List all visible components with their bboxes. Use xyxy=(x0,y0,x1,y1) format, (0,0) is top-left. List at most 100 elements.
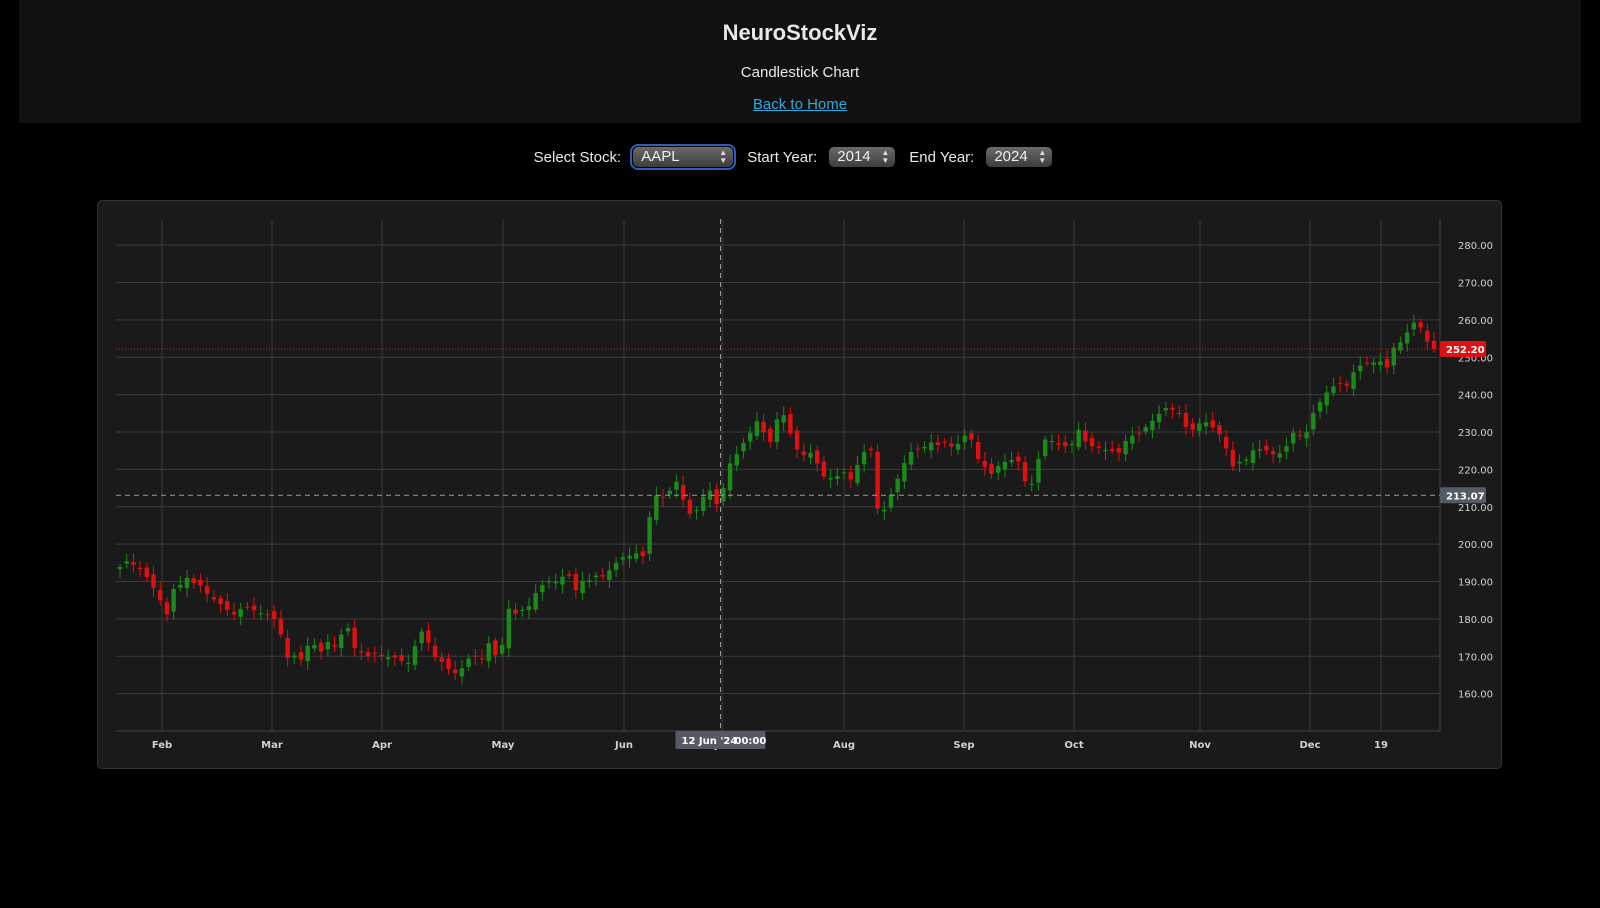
candle-body xyxy=(1257,449,1262,451)
x-tick-label: 19 xyxy=(1374,740,1388,751)
candle-body xyxy=(1163,408,1169,411)
candle-body xyxy=(815,450,820,464)
updown-arrows-icon: ▲ ▼ xyxy=(719,148,728,165)
candle-body xyxy=(1049,440,1055,442)
candle-body xyxy=(560,576,565,585)
candlestick-chart[interactable]: 160.00 170.00 180.00 190.00 200.00 210.00 220.… xyxy=(97,200,1502,769)
candle-body xyxy=(1297,435,1303,437)
last-price-label: 252.20 xyxy=(1446,345,1485,356)
candle-body xyxy=(855,464,860,483)
end-year-value: 2024 xyxy=(994,148,1028,165)
candle-body xyxy=(1016,456,1021,462)
candle-body xyxy=(1123,440,1128,455)
candle-body xyxy=(1284,446,1289,452)
chart-canvas[interactable]: 160.00 170.00 180.00 190.00 200.00 210.00 220.… xyxy=(98,201,1503,770)
candle-body xyxy=(1425,330,1430,342)
candle-body xyxy=(942,441,947,443)
candle-body xyxy=(573,573,579,591)
candle-body xyxy=(1210,420,1215,428)
candle-body xyxy=(372,652,377,654)
candle-body xyxy=(1250,450,1256,464)
candle-body xyxy=(137,567,143,570)
candle-body xyxy=(540,585,545,593)
candle-body xyxy=(1170,407,1175,410)
candle-body xyxy=(607,570,612,581)
candle-body xyxy=(680,485,686,500)
candle-body xyxy=(754,421,760,436)
candle-body xyxy=(654,495,659,520)
candle-body xyxy=(841,472,847,474)
candle-body xyxy=(332,644,337,647)
candle-body xyxy=(701,496,706,511)
candle-body xyxy=(251,605,257,611)
candle-body xyxy=(258,613,263,615)
candle-body xyxy=(426,630,431,643)
candle-body xyxy=(768,428,773,442)
candle-body xyxy=(466,658,471,667)
candle-body xyxy=(922,446,927,449)
candle-body xyxy=(533,593,538,610)
stock-select-value: AAPL xyxy=(641,148,680,165)
candle-body xyxy=(506,608,512,649)
candle-body xyxy=(312,645,317,649)
back-to-home-link[interactable]: Back to Home xyxy=(752,96,848,113)
crosshair-price-label: 213.07 xyxy=(1446,491,1485,502)
candle-body xyxy=(499,645,505,654)
candle-body xyxy=(493,640,498,656)
candle-body xyxy=(526,606,532,611)
candle-body xyxy=(774,419,780,443)
candle-body xyxy=(808,452,813,458)
candle-body xyxy=(1404,332,1410,344)
candle-body xyxy=(392,655,398,658)
candle-body xyxy=(640,551,646,557)
candle-body xyxy=(627,555,632,559)
candle-body xyxy=(821,461,827,477)
candle-body xyxy=(600,575,605,577)
candle-body xyxy=(1230,450,1236,467)
x-tick-label: Dec xyxy=(1299,740,1320,751)
candle-body xyxy=(949,443,954,447)
x-tick-label: Feb xyxy=(152,740,172,751)
candle-body xyxy=(1351,372,1356,389)
candle-body xyxy=(1056,443,1061,445)
candle-body xyxy=(352,627,357,649)
candle-body xyxy=(1270,451,1276,455)
crosshair-date-badge xyxy=(675,731,766,749)
candle-body xyxy=(1277,453,1283,458)
end-year-select[interactable]: 2024 ▲ ▼ xyxy=(986,147,1053,167)
candle-body xyxy=(191,578,196,584)
candle-body xyxy=(419,631,424,644)
start-year-value: 2014 xyxy=(837,148,871,165)
candle-body xyxy=(587,580,592,583)
candle-body xyxy=(1197,423,1202,432)
candle-body xyxy=(1337,383,1343,385)
candle-body xyxy=(1063,442,1068,447)
candle-body xyxy=(580,580,585,594)
x-tick-label: Apr xyxy=(372,740,392,751)
candle-body xyxy=(1223,436,1229,449)
candle-body xyxy=(131,562,136,565)
candle-body xyxy=(761,421,766,433)
candle-body xyxy=(1177,412,1182,414)
candle-body xyxy=(265,614,270,616)
candle-body xyxy=(888,494,894,508)
candle-body xyxy=(225,600,230,610)
candle-body xyxy=(1331,386,1336,393)
y-tick-label: 160.00 xyxy=(1458,690,1493,701)
start-year-select[interactable]: 2014 ▲ ▼ xyxy=(829,147,896,167)
candle-body xyxy=(1304,432,1309,439)
candle-body xyxy=(453,669,458,674)
candle-body xyxy=(734,454,739,466)
candle-body xyxy=(801,451,807,456)
y-tick-label: 270.00 xyxy=(1458,279,1493,290)
candle-body xyxy=(1143,427,1148,432)
stock-select[interactable]: AAPL ▲ ▼ xyxy=(630,144,737,170)
chart-controls: Select Stock: AAPL ▲ ▼ Start Year: 2014 ▲… xyxy=(0,144,1600,170)
candle-body xyxy=(1022,462,1028,482)
stock-label: Select Stock: xyxy=(533,148,622,166)
candle-body xyxy=(694,510,699,512)
x-tick-label: Aug xyxy=(833,740,855,751)
candle-body xyxy=(1398,342,1403,351)
app-title: NeuroStockViz xyxy=(722,20,878,45)
candle-body xyxy=(278,618,284,635)
